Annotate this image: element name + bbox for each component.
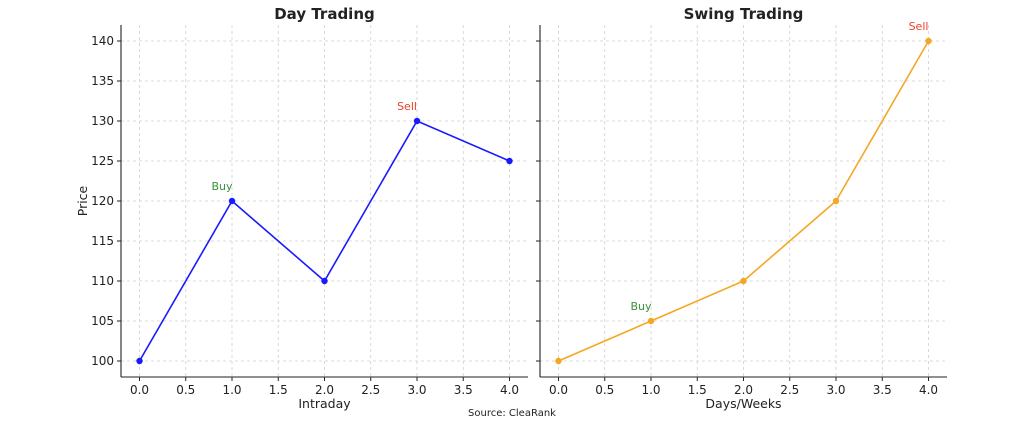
panel2-data-point <box>647 317 655 325</box>
panel2-xtick-label: 3.0 <box>826 383 845 397</box>
panel1-data-point <box>506 157 513 165</box>
panel2-xtick-label: 0.5 <box>595 383 614 397</box>
panel1-ylabel: Price <box>75 185 90 216</box>
panel2-xtick-label: 0.0 <box>549 383 568 397</box>
panel1-data-point <box>413 117 421 125</box>
panel1-ytick-label: 100 <box>91 354 114 368</box>
panel1-xtick-label: 1.0 <box>222 383 241 397</box>
panel1-data-point <box>321 277 328 285</box>
panel1-xtick-label: 0.0 <box>130 383 149 397</box>
panel1-xlabel: Intraday <box>298 396 351 411</box>
panel1-xtick-label: 2.0 <box>315 383 334 397</box>
panel1-ytick-label: 115 <box>91 234 114 248</box>
panel1-ytick-label: 105 <box>91 314 114 328</box>
panel1-ytick-label: 130 <box>91 114 114 128</box>
panel1-xtick-label: 3.5 <box>454 383 473 397</box>
panel2-xtick-label: 1.0 <box>641 383 660 397</box>
panel2-data-point <box>832 197 840 205</box>
panel1-xtick-label: 4.0 <box>500 383 519 397</box>
panel2-xlabel: Days/Weeks <box>705 396 781 411</box>
panel1-xtick-label: 3.0 <box>407 383 426 397</box>
panel1-ytick-label: 135 <box>91 74 114 88</box>
panel2-annotation-sell: Sell <box>909 20 929 33</box>
panel1-annotation-buy: Buy <box>211 180 233 193</box>
panel2-annotation-buy: Buy <box>630 300 652 313</box>
panel1-data-point <box>228 197 236 205</box>
panel1-title: Day Trading <box>274 5 375 23</box>
panel2-data-point <box>555 357 562 365</box>
panel1-ytick-label: 140 <box>91 34 114 48</box>
panel2-data-point <box>740 277 747 285</box>
panel1-data-point <box>136 357 143 365</box>
panel2-xtick-label: 2.5 <box>780 383 799 397</box>
panel2-title: Swing Trading <box>684 5 804 23</box>
panel1-ytick-label: 110 <box>91 274 114 288</box>
panel2-xtick-label: 2.0 <box>734 383 753 397</box>
panel1-xtick-label: 2.5 <box>361 383 380 397</box>
panel1-ytick-label: 120 <box>91 194 114 208</box>
panel1-annotation-sell: Sell <box>397 100 417 113</box>
source-note: Source: CleaRank <box>468 408 556 419</box>
panel1-ytick-label: 125 <box>91 154 114 168</box>
panel2-data-point <box>925 37 932 45</box>
panel2-xtick-label: 4.0 <box>919 383 938 397</box>
panel2-xtick-label: 3.5 <box>873 383 892 397</box>
panel1-xtick-label: 1.5 <box>269 383 288 397</box>
panel1-xtick-label: 0.5 <box>176 383 195 397</box>
panel2-xtick-label: 1.5 <box>688 383 707 397</box>
